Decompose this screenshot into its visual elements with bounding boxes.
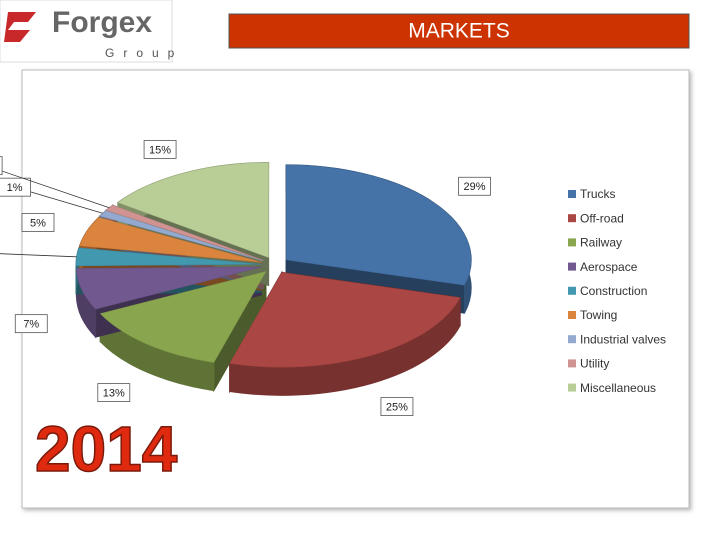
legend-label: Industrial valves [580,332,666,346]
label-box [14,314,48,334]
data-label: 5% [30,217,46,229]
data-label: 29% [464,181,486,193]
label-box [21,213,55,232]
pie-slice [229,272,461,368]
data-label: 15% [149,144,171,156]
legend-label: Construction [580,284,647,298]
title-bar [228,13,690,49]
label-box [0,177,31,197]
pie-slice [79,217,262,263]
pie-labels: 29%25%13%7%3%5%1%1%15% [0,140,491,417]
legend-label: Towing [580,308,617,322]
pie-slice [285,164,472,286]
legend-swatch [568,286,576,295]
label-box [97,383,131,402]
logo-mark [4,12,36,42]
legend: Trucks Off-road Railway Aerospace Constructi… [568,187,666,395]
data-label: 13% [103,387,125,399]
legend-label: Off-road [580,211,624,225]
legend-swatch [568,190,576,198]
legend-swatch [568,311,576,319]
label-box [458,176,491,196]
pie-slice [117,162,269,258]
legend-label: Utility [580,357,609,371]
legend-label: Aerospace [580,260,638,274]
label-leader [0,253,77,258]
data-label: 25% [386,402,408,414]
legend-label: Railway [580,236,622,250]
logo-text: Forgex [52,6,152,39]
data-label: 7% [23,319,39,331]
legend-label: Miscellaneous [580,381,656,395]
legend-swatch [568,214,576,223]
label-box [380,397,414,417]
label-box [143,140,177,159]
legend-swatch [568,335,576,344]
legend-swatch [568,262,576,271]
legend-swatch [568,238,576,247]
pie-slice [76,266,262,310]
year-label: 2014 [35,413,178,485]
legend-label: Trucks [580,187,616,201]
pie-slice [99,271,267,363]
legend-swatch [568,359,576,368]
pie-chart: 29%25%13%7%3%5%1%1%15%TrucksOff-roadRail… [0,140,666,417]
logo-subtext: Group [105,46,183,60]
label-leader [0,169,110,209]
slide-title: MARKETS [408,20,510,43]
legend-swatch [568,383,576,392]
pie-tops [75,162,472,368]
data-label: 1% [7,182,23,194]
label-box [0,156,3,176]
